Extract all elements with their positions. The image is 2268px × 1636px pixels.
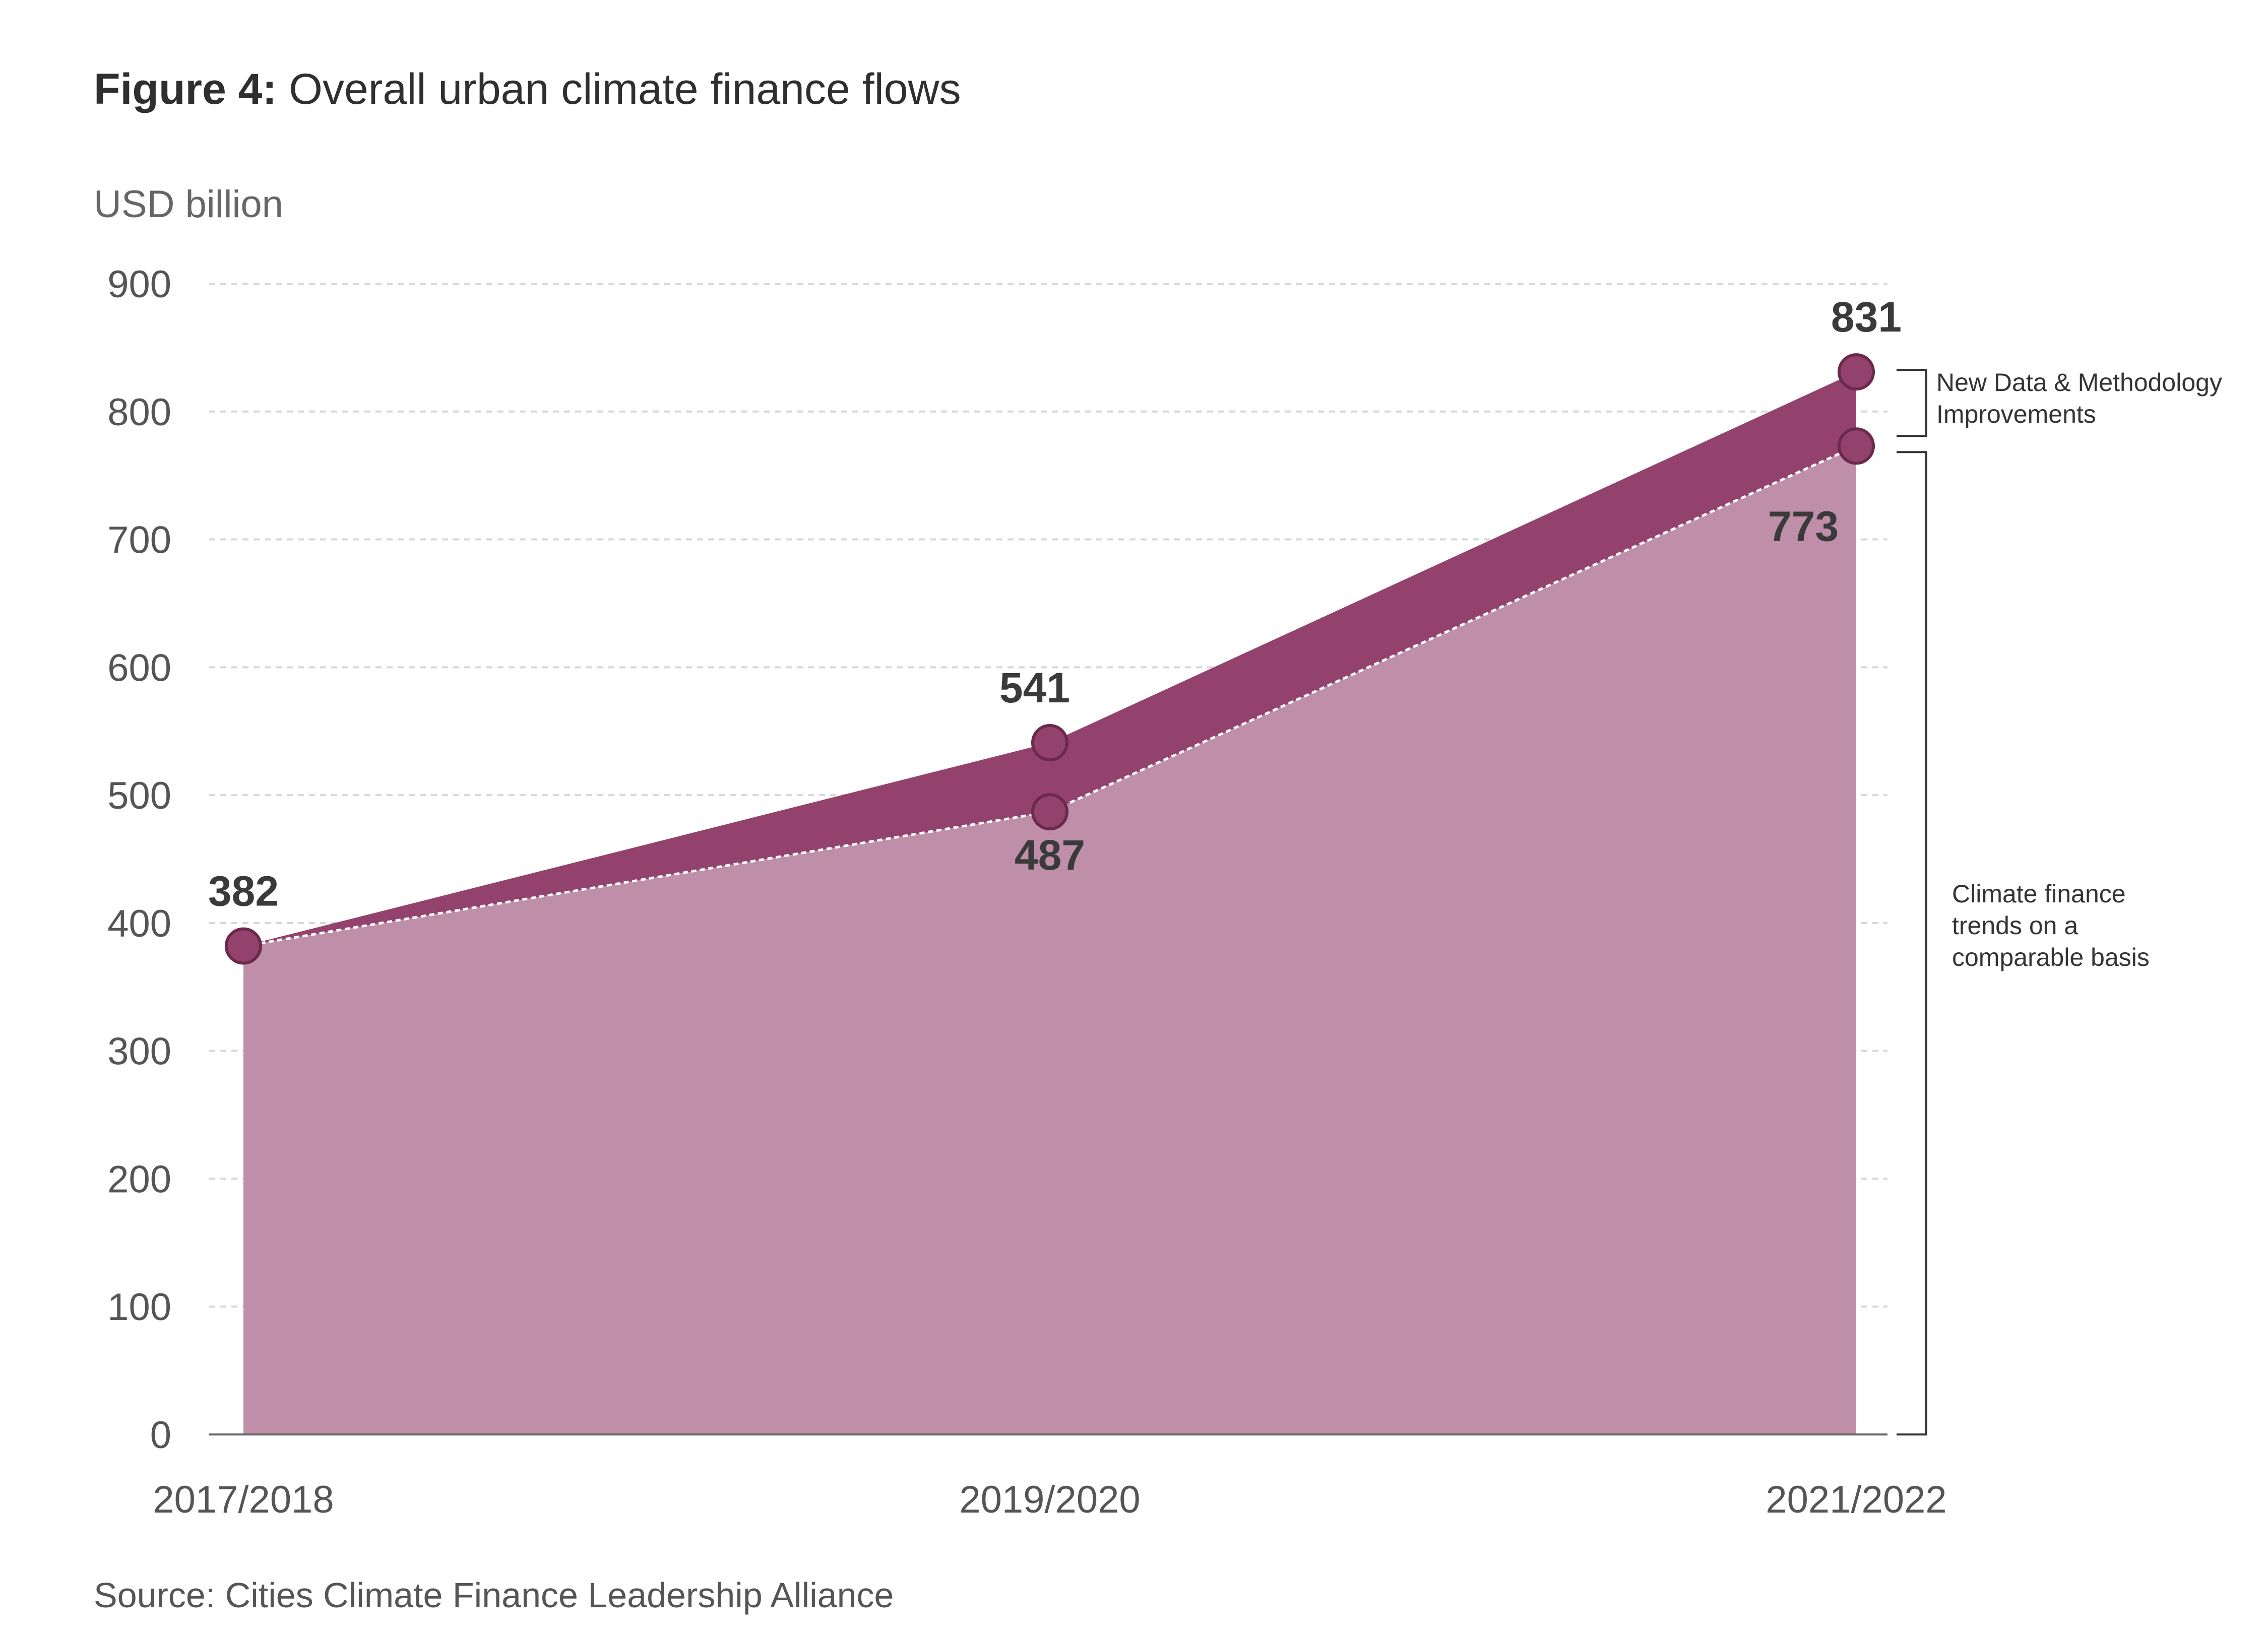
point-comparable	[1838, 427, 1875, 465]
area-comparable	[243, 446, 1856, 1434]
y-tick-label: 300	[107, 1030, 171, 1073]
x-tick-label: 2019/2020	[959, 1478, 1140, 1521]
point-total	[1838, 353, 1875, 391]
annotation-comparable: comparable basis	[1952, 943, 2150, 971]
point-comparable	[1031, 793, 1068, 831]
y-tick-label: 800	[107, 391, 171, 434]
annotation-methodology: Improvements	[1936, 400, 2096, 428]
y-axis-label: USD billion	[94, 183, 283, 226]
annotation-comparable: trends on a	[1952, 911, 2078, 940]
source-note: Source: Cities Climate Finance Leadershi…	[94, 1576, 894, 1615]
x-tick-label: 2017/2018	[153, 1478, 334, 1521]
data-label: 541	[999, 664, 1070, 711]
y-tick-label: 100	[107, 1286, 171, 1329]
annotation-comparable: Climate finance	[1952, 880, 2126, 908]
data-label: 831	[1831, 293, 1902, 341]
data-label: 487	[1015, 831, 1085, 879]
bracket-methodology	[1897, 369, 1927, 437]
point-total	[225, 927, 262, 965]
y-tick-label: 600	[107, 646, 171, 689]
y-tick-label: 900	[107, 263, 171, 306]
annotation-methodology: New Data & Methodology	[1936, 368, 2222, 397]
y-tick-label: 700	[107, 519, 171, 562]
chart-title: Figure 4: Overall urban climate finance …	[94, 64, 961, 114]
y-tick-label: 400	[107, 902, 171, 945]
x-tick-label: 2021/2022	[1766, 1478, 1946, 1521]
y-tick-label: 0	[150, 1414, 171, 1457]
point-total	[1031, 724, 1068, 762]
y-tick-label: 200	[107, 1158, 171, 1201]
data-label: 382	[208, 868, 279, 915]
bracket-comparable	[1897, 451, 1927, 1435]
y-tick-label: 500	[107, 774, 171, 817]
figure-title: Overall urban climate finance flows	[289, 65, 961, 113]
data-label: 773	[1768, 502, 1839, 550]
figure-label: Figure 4:	[94, 65, 277, 113]
